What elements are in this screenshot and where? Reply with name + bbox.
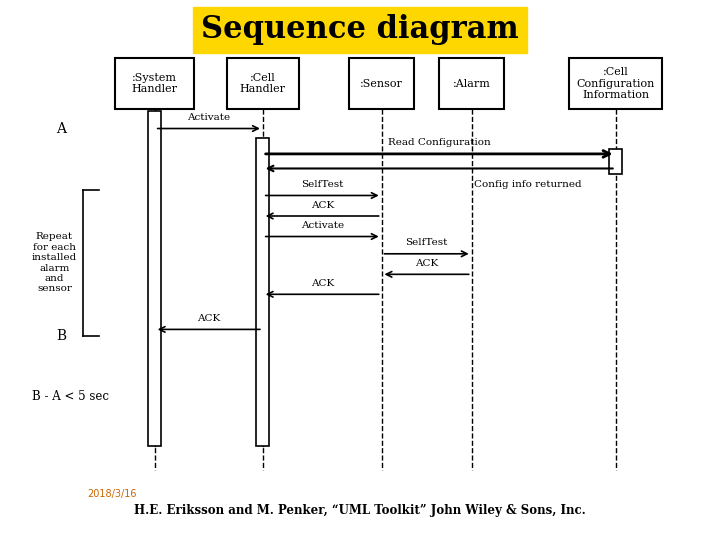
Text: Config info returned: Config info returned [474,180,581,189]
Text: :Cell
Handler: :Cell Handler [240,73,286,94]
Text: :Cell
Configuration
Information: :Cell Configuration Information [577,67,654,100]
Bar [439,58,504,109]
Text: ACK: ACK [310,200,334,210]
Bar [227,58,299,109]
Text: ACK: ACK [310,279,334,288]
Text: Sequence diagram: Sequence diagram [201,14,519,45]
Text: SelfTest: SelfTest [405,238,448,247]
Text: ACK: ACK [197,314,220,323]
Bar [609,148,622,174]
Bar [115,58,194,109]
Text: Activate: Activate [187,113,230,122]
Text: B: B [56,329,66,343]
Text: 2018/3/16: 2018/3/16 [87,489,136,499]
Text: Activate: Activate [301,221,343,230]
Text: A: A [56,122,66,136]
Bar [569,58,662,109]
Text: ACK: ACK [415,259,438,268]
Bar [349,58,414,109]
Text: :System
Handler: :System Handler [132,73,178,94]
Text: Read Configuration: Read Configuration [388,138,490,147]
Bar [148,111,161,446]
Text: Repeat
for each
installed
alarm
and
sensor: Repeat for each installed alarm and sens… [32,233,77,293]
Text: SelfTest: SelfTest [301,180,343,189]
Text: :Sensor: :Sensor [360,79,403,89]
Text: H.E. Eriksson and M. Penker, “UML Toolkit” John Wiley & Sons, Inc.: H.E. Eriksson and M. Penker, “UML Toolki… [134,504,586,517]
Text: :Alarm: :Alarm [453,79,490,89]
Text: B - A < 5 sec: B - A < 5 sec [32,390,109,403]
Bar [256,138,269,445]
